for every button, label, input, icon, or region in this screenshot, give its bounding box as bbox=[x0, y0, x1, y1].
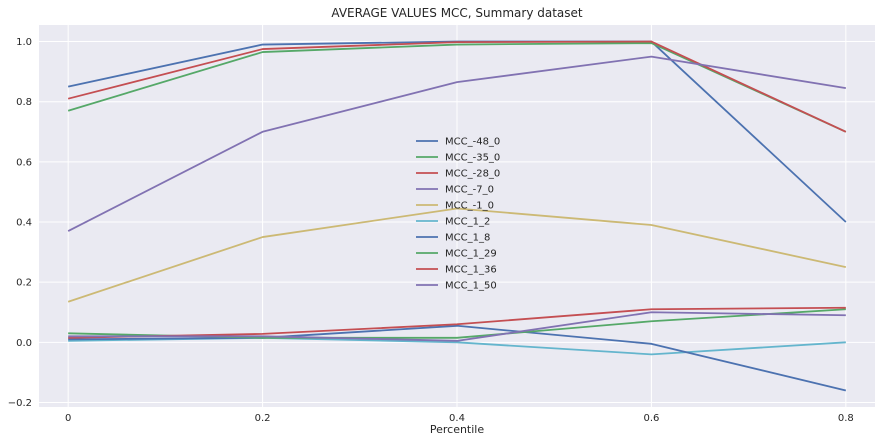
legend-label: MCC_-7_0 bbox=[445, 185, 494, 196]
y-tick-label: −0.2 bbox=[8, 398, 32, 409]
legend-label: MCC_1_36 bbox=[445, 265, 497, 276]
legend-label: MCC_-35_0 bbox=[445, 153, 500, 164]
y-tick-label: 1.0 bbox=[16, 37, 32, 48]
legend-label: MCC_1_29 bbox=[445, 249, 497, 260]
series-line-MCC_-35_0 bbox=[67, 42, 847, 133]
x-tick-label: 0.6 bbox=[643, 413, 659, 424]
legend-label: MCC_-28_0 bbox=[445, 169, 500, 180]
x-tick-label: 0.8 bbox=[838, 413, 854, 424]
legend: MCC_-48_0 MCC_-35_0 MCC_-28_0 MCC_-7_0 MCC_-… bbox=[416, 137, 500, 292]
series-line-MCC_-28_0 bbox=[67, 40, 847, 133]
legend-label: MCC_1_2 bbox=[445, 217, 490, 228]
series-line-MCC_1_36 bbox=[68, 306, 846, 339]
grid-lines bbox=[39, 25, 875, 407]
legend-label: MCC_1_50 bbox=[445, 281, 497, 292]
series-line-MCC_-1_0 bbox=[67, 207, 847, 303]
x-tick-label: 0 bbox=[65, 413, 71, 424]
chart-title: AVERAGE VALUES MCC, Summary dataset bbox=[331, 6, 583, 20]
series-lines bbox=[67, 40, 847, 392]
y-tick-label: 0.4 bbox=[16, 218, 32, 229]
y-tick-label: 0.8 bbox=[16, 97, 32, 108]
y-tick-label: 0.0 bbox=[16, 338, 32, 349]
x-axis-label: Percentile bbox=[430, 423, 485, 436]
legend-label: MCC_1_8 bbox=[445, 233, 490, 244]
series-line-MCC_1_8 bbox=[68, 324, 847, 392]
x-axis-ticks: 0 0.2 0.4 0.6 0.8 bbox=[65, 413, 854, 424]
y-tick-label: 0.2 bbox=[16, 278, 32, 289]
y-axis-ticks: −0.2 0.0 0.2 0.4 0.6 0.8 1.0 bbox=[8, 37, 32, 409]
x-tick-label: 0.2 bbox=[255, 413, 271, 424]
y-tick-label: 0.6 bbox=[16, 157, 32, 168]
legend-label: MCC_-1_0 bbox=[445, 201, 494, 212]
series-line-MCC_1_50 bbox=[68, 311, 846, 342]
legend-label: MCC_-48_0 bbox=[445, 137, 500, 148]
series-line-MCC_-7_0 bbox=[67, 55, 846, 232]
x-tick-label: 0.4 bbox=[449, 413, 465, 424]
